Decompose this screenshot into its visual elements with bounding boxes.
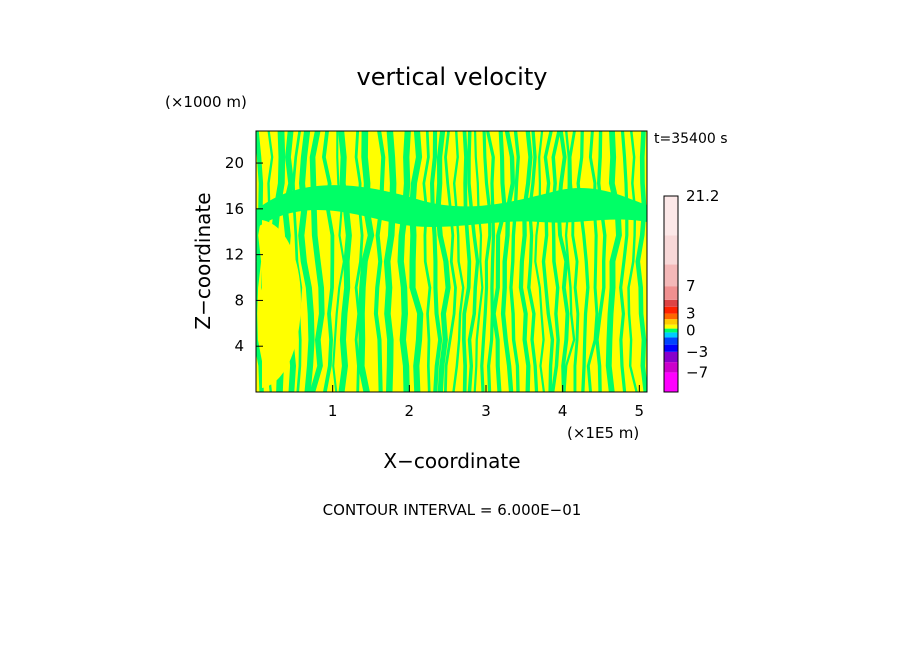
colorbar-swatch xyxy=(664,196,678,236)
plot-frame xyxy=(255,130,648,393)
x-tick-label: 2 xyxy=(405,402,415,420)
colorbar-swatch xyxy=(664,362,678,373)
velocity-stripe xyxy=(635,131,647,392)
x-tick-label: 3 xyxy=(481,402,491,420)
y-unit-label: (×1000 m) xyxy=(165,93,247,111)
colorbar-tick-label: 7 xyxy=(686,277,696,295)
velocity-stripe xyxy=(527,131,539,392)
velocity-stripe xyxy=(430,131,443,392)
colorbar-swatch xyxy=(664,372,678,392)
colorbar-tick-label: 21.2 xyxy=(686,187,719,205)
chart-title: vertical velocity xyxy=(357,63,548,91)
velocity-stripe xyxy=(452,131,465,392)
colorbar-frame xyxy=(663,195,679,393)
velocity-lobe xyxy=(262,220,301,388)
velocity-stripe xyxy=(435,131,451,392)
velocity-stripe xyxy=(619,131,629,392)
colorbar-swatch xyxy=(664,299,678,307)
velocity-stripe xyxy=(444,131,457,392)
x-axis-ticks: 1 2 3 4 5 xyxy=(328,385,644,420)
y-tick-label: 16 xyxy=(225,200,244,218)
velocity-field xyxy=(256,131,647,392)
colorbar xyxy=(663,195,679,393)
colorbar-swatch xyxy=(664,351,678,363)
y-tick-label: 20 xyxy=(225,154,244,172)
velocity-stripe xyxy=(563,131,576,392)
colorbar-swatch xyxy=(664,313,678,320)
x-tick-label: 4 xyxy=(558,402,568,420)
colorbar-swatch xyxy=(664,337,678,345)
colorbar-swatch xyxy=(664,319,678,325)
velocity-stripe xyxy=(509,131,520,392)
colorbar-tick-label: 3 xyxy=(686,305,696,323)
velocity-stripe xyxy=(397,131,411,392)
x-unit-label: (×1E5 m) xyxy=(567,424,639,442)
y-tick-label: 12 xyxy=(225,246,244,264)
velocity-stripe xyxy=(322,131,335,392)
colorbar-tick-label: −3 xyxy=(686,343,708,361)
plot-area xyxy=(256,131,647,392)
velocity-stripe xyxy=(541,131,555,392)
velocity-stripe xyxy=(486,131,496,392)
velocity-band xyxy=(256,185,647,228)
velocity-stripe xyxy=(627,131,638,392)
velocity-stripe xyxy=(462,131,472,392)
velocity-stripe xyxy=(473,131,484,392)
y-tick-label: 8 xyxy=(234,291,244,309)
colorbar-labels: 21.2 7 30 −3 −7 xyxy=(686,187,719,381)
velocity-stripe xyxy=(500,131,515,392)
colorbar-swatch xyxy=(664,332,678,338)
velocity-stripe xyxy=(480,131,492,392)
x-tick-label: 5 xyxy=(635,402,645,420)
y-axis-label: Z−coordinate xyxy=(191,192,215,329)
time-label: t=35400 s xyxy=(654,131,728,147)
colorbar-swatch xyxy=(664,328,678,333)
velocity-stripe xyxy=(409,131,424,392)
y-axis-ticks: 4 8 12 16 20 xyxy=(225,154,263,355)
colorbar-tick-label: 0 xyxy=(686,321,696,339)
velocity-stripe xyxy=(605,131,622,392)
x-tick-label: 1 xyxy=(328,402,338,420)
velocity-stripe xyxy=(491,131,507,392)
colorbar-swatch xyxy=(664,235,678,265)
colorbar-swatch xyxy=(664,286,678,300)
contour-interval-note: CONTOUR INTERVAL = 6.000E−01 xyxy=(323,501,582,519)
velocity-stripe xyxy=(422,131,432,392)
velocity-stripe xyxy=(358,131,375,392)
velocity-stripe xyxy=(332,131,345,392)
velocity-stripe xyxy=(518,131,533,392)
velocity-stripe xyxy=(467,131,480,392)
colorbar-swatch xyxy=(664,344,678,352)
x-axis-label: X−coordinate xyxy=(383,449,520,473)
y-tick-label: 4 xyxy=(234,337,244,355)
velocity-stripe xyxy=(595,131,607,392)
colorbar-tick-label: −7 xyxy=(686,363,708,381)
colorbar-swatch xyxy=(664,306,678,314)
velocity-stripe xyxy=(256,131,264,392)
velocity-stripe xyxy=(534,131,545,392)
colorbar-swatch xyxy=(664,264,678,287)
colorbar-swatch xyxy=(664,324,678,329)
